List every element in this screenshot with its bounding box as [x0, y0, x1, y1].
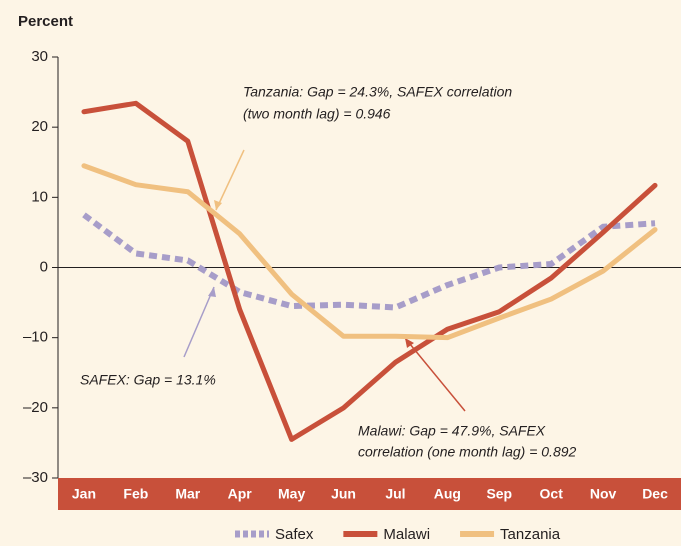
x-tick-label: Feb: [123, 486, 148, 502]
x-tick-label: Jan: [72, 486, 96, 502]
series-line: [81, 163, 658, 341]
annotation: (two month lag) = 0.946: [243, 106, 391, 122]
annotation: correlation (one month lag) = 0.892: [358, 444, 577, 460]
y-axis-label: Percent: [18, 13, 73, 30]
arrowhead: [214, 200, 222, 210]
legend-label: Malawi: [383, 526, 430, 543]
x-tick-label: Jun: [331, 486, 356, 502]
annotation: SAFEX: Gap = 13.1%: [80, 372, 216, 388]
series-line: [81, 100, 658, 442]
y-tick-label: –20: [23, 399, 48, 416]
x-tick-label: Dec: [642, 486, 668, 502]
annotation: Malawi: Gap = 47.9%, SAFEX: [358, 423, 546, 439]
y-tick-label: 0: [40, 258, 48, 275]
arrowhead: [208, 287, 216, 297]
y-tick-label: –10: [23, 329, 48, 346]
x-tick-label: Apr: [228, 486, 253, 502]
legend-label: Tanzania: [500, 526, 561, 543]
y-tick-label: –30: [23, 469, 48, 486]
arrowhead: [405, 338, 414, 348]
x-tick-label: Nov: [590, 486, 617, 502]
series-line: [82, 212, 656, 311]
x-tick-label: Oct: [540, 486, 564, 502]
x-tick-label: Mar: [175, 486, 200, 502]
annotation: Tanzania: Gap = 24.3%, SAFEX correlation: [243, 84, 512, 100]
legend-label: Safex: [275, 526, 314, 543]
annotation-arrow: [183, 286, 215, 358]
x-tick-label: Sep: [486, 486, 512, 502]
category-band: [58, 478, 681, 510]
y-tick-label: 10: [31, 188, 48, 205]
annotation-arrow: [215, 149, 245, 211]
x-tick-label: Jul: [385, 486, 405, 502]
x-tick-label: May: [278, 486, 305, 502]
y-tick-label: 20: [31, 118, 48, 135]
y-tick-label: 30: [31, 48, 48, 65]
x-tick-label: Aug: [434, 486, 461, 502]
